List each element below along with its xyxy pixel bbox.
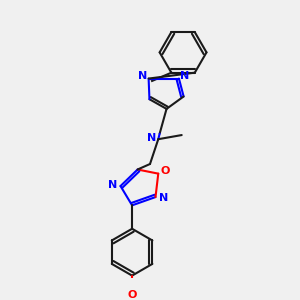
- Text: O: O: [128, 290, 137, 300]
- Text: O: O: [160, 166, 170, 176]
- Text: N: N: [159, 194, 168, 203]
- Text: N: N: [108, 180, 117, 190]
- Text: N: N: [147, 133, 156, 143]
- Text: N: N: [139, 71, 148, 81]
- Text: N: N: [180, 71, 189, 81]
